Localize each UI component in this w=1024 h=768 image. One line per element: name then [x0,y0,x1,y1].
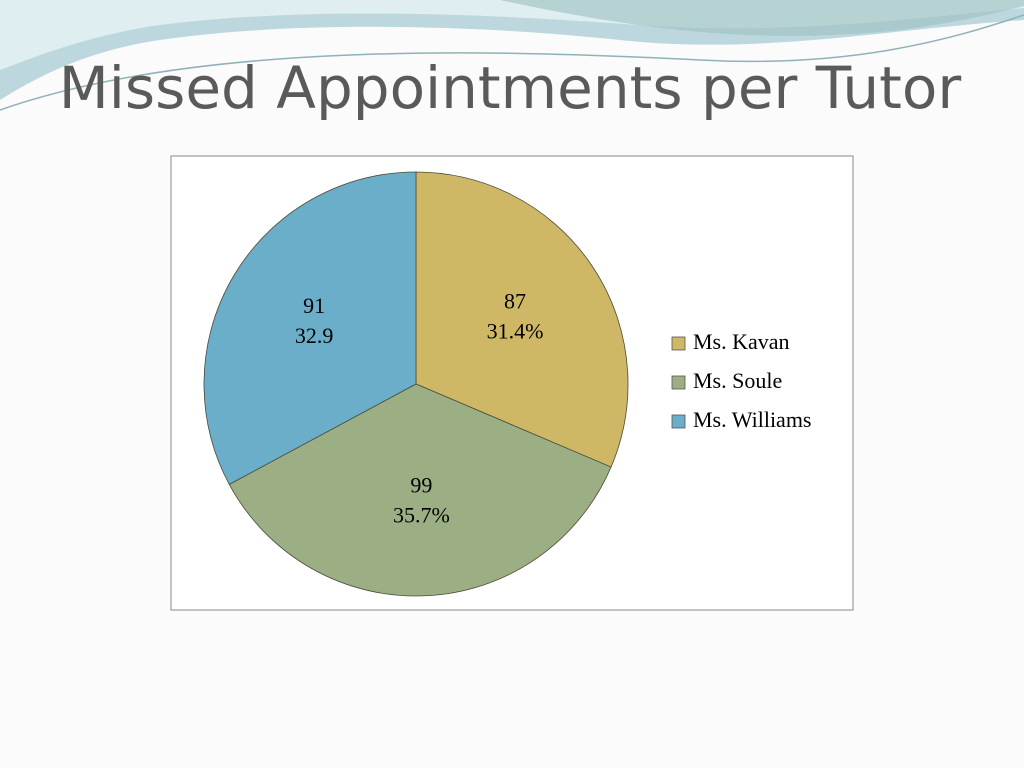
percent-label: 32.9 [295,323,334,348]
legend-swatch [671,336,686,351]
legend-label: Ms. Williams [693,407,812,432]
pie-slice [203,171,417,485]
wave [500,0,1024,36]
value-label: 99 [410,473,432,498]
pie-slice [415,171,629,468]
chart: 87 31.4% 99 35.7% 91 32.9 Ms. Kavan Ms. Soule Ms… [203,171,812,597]
legend-label: Ms. Kavan [693,329,790,354]
value-label: 91 [303,293,325,318]
legend-swatch [671,414,686,429]
chart-title: Missed Appointments per Tutor [59,54,962,122]
percent-label: 31.4% [487,319,544,344]
legend-label: Ms. Soule [693,368,782,393]
header-waves [0,0,1024,111]
value-label: 87 [504,289,526,314]
legend-swatch [671,375,686,390]
pie-slice [228,383,612,597]
percent-label: 35.7% [393,503,450,528]
wave-line [0,14,1024,111]
